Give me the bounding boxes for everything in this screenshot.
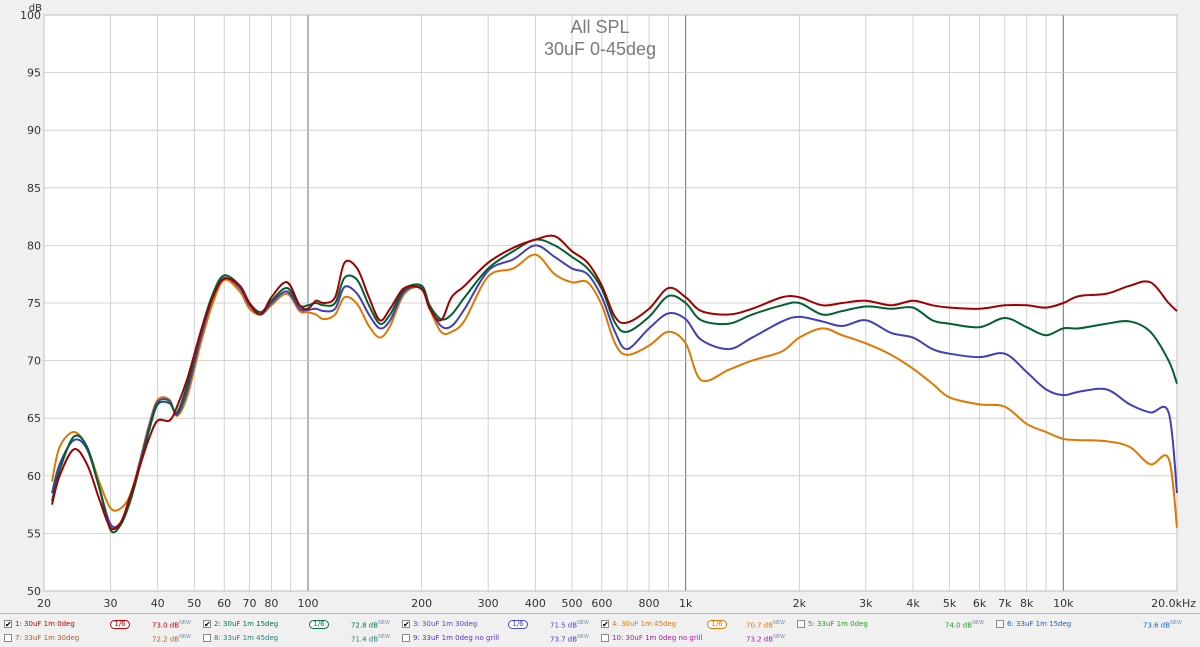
legend-checkbox-2[interactable]: ✔ [203,620,211,629]
new-tag: NEW [773,620,785,626]
legend-label: 2: 30uF 1m 15deg [214,620,279,628]
x-tick-label: 50 [187,597,201,610]
legend-item-1[interactable]: ✔ 1: 30uF 1m 0deg [4,617,75,631]
legend-label: 10: 30uF 1m 0deg no grill [612,634,703,642]
legend-level: 72.8 dBNEW [351,620,390,630]
y-tick-label: 85 [27,182,41,195]
series-line-2 [51,238,1178,534]
legend-level: 73.7 dBNEW [550,634,589,644]
legend-label: 5: 33uF 1m 0deg [808,620,868,628]
y-tick-label: 65 [27,412,41,425]
y-tick-label: 80 [27,239,41,252]
legend-checkbox-6[interactable] [996,620,1004,628]
new-tag: NEW [378,634,390,640]
legend-level: 74.0 dBNEW [945,620,984,630]
legend-checkbox-4[interactable]: ✔ [601,620,609,629]
legend-checkbox-3[interactable]: ✔ [402,620,410,629]
x-tick-label: 6k [973,597,987,610]
x-tick-label: 100 [297,597,318,610]
x-tick-label: 20.0kHz [1151,597,1196,610]
new-tag: NEW [972,620,984,626]
x-tick-label: 600 [591,597,612,610]
y-tick-label: 70 [27,355,41,368]
x-tick-label: 300 [478,597,499,610]
legend-item-5[interactable]: 5: 33uF 1m 0deg [797,617,868,631]
legend-level: 71.5 dBNEW [550,620,589,630]
new-tag: NEW [577,620,589,626]
legend-checkbox-9[interactable] [402,634,410,642]
legend-item-9[interactable]: 9: 33uF 1m 0deg no grill [402,631,499,645]
smoothing-button[interactable]: 1/6 [707,620,727,629]
legend-level: 73.2 dBNEW [746,634,785,644]
legend-item-3[interactable]: ✔ 3: 30uF 1m 30deg [402,617,477,631]
x-tick-label: 70 [242,597,256,610]
x-tick-label: 400 [525,597,546,610]
legend-level: 71.4 dBNEW [351,634,390,644]
x-tick-label: 4k [906,597,920,610]
x-tick-label: 1k [679,597,693,610]
legend-label: 3: 30uF 1m 30deg [413,620,478,628]
x-tick-label: 5k [943,597,957,610]
x-tick-label: 3k [859,597,873,610]
series-line-4 [51,253,1178,528]
x-tick-label: 8k [1020,597,1034,610]
chart-subtitle: 30uF 0-45deg [544,39,656,59]
legend-item-10[interactable]: 10: 30uF 1m 0deg no grill [601,631,703,645]
smoothing-button[interactable]: 1/6 [110,620,130,629]
new-tag: NEW [577,634,589,640]
x-tick-label: 7k [998,597,1012,610]
legend-label: 6: 33uF 1m 15deg [1007,620,1072,628]
x-tick-label: 60 [217,597,231,610]
smoothing-button[interactable]: 1/6 [309,620,329,629]
legend-item-2[interactable]: ✔ 2: 30uF 1m 15deg [203,617,278,631]
x-tick-label: 80 [264,597,278,610]
x-tick-label: 30 [104,597,118,610]
y-tick-label: 50 [27,585,41,598]
y-tick-label: 90 [27,124,41,137]
x-tick-label: 10k [1053,597,1074,610]
legend-item-4[interactable]: ✔ 4: 30uF 1m 45deg [601,617,676,631]
legend-item-6[interactable]: 6: 33uF 1m 15deg [996,617,1071,631]
legend-level: 72.2 dBNEW [152,634,191,644]
new-tag: NEW [773,634,785,640]
y-tick-label: 55 [27,527,41,540]
y-axis-label: dB [29,3,42,14]
legend-level: 73.0 dBNEW [152,620,191,630]
y-tick-label: 95 [27,67,41,80]
legend-label: 9: 33uF 1m 0deg no grill [413,634,500,642]
series-line-1 [51,234,1178,531]
new-tag: NEW [1170,620,1182,626]
legend-level: 73.6 dBNEW [1143,620,1182,630]
y-tick-label: 100 [20,9,41,22]
legend-checkbox-5[interactable] [797,620,805,628]
spl-chart: 50 55 60 65 70 75 80 85 90 95 100 dB 20 30 40 50 60 70 80 1… [20,3,1197,610]
legend-label: 8: 33uF 1m 45deg [214,634,279,642]
legend-checkbox-8[interactable] [203,634,211,642]
legend-label: 4: 30uF 1m 45deg [612,620,677,628]
x-tick-label: 40 [151,597,165,610]
new-tag: NEW [179,634,191,640]
new-tag: NEW [378,620,390,626]
y-tick-label: 60 [27,470,41,483]
legend-label: 1: 30uF 1m 0deg [15,620,75,628]
legend-item-7[interactable]: 7: 33uF 1m 30deg [4,631,79,645]
x-tick-label: 2k [793,597,807,610]
series-line-3 [51,244,1178,529]
legend-bar: ✔ 1: 30uF 1m 0deg 1/6 73.0 dBNEW ✔ 2: 30uF 1m… [0,613,1200,647]
smoothing-button[interactable]: 1/6 [508,620,528,629]
x-tick-label: 800 [639,597,660,610]
chart-title: All SPL [570,17,629,37]
new-tag: NEW [179,620,191,626]
legend-checkbox-7[interactable] [4,634,12,642]
legend-level: 70.7 dBNEW [746,620,785,630]
x-tick-label: 500 [561,597,582,610]
legend-checkbox-1[interactable]: ✔ [4,620,12,629]
legend-item-8[interactable]: 8: 33uF 1m 45deg [203,631,278,645]
x-tick-label: 200 [411,597,432,610]
x-tick-label: 20 [37,597,51,610]
legend-label: 7: 33uF 1m 30deg [15,634,80,642]
legend-checkbox-10[interactable] [601,634,609,642]
y-tick-label: 75 [27,297,41,310]
